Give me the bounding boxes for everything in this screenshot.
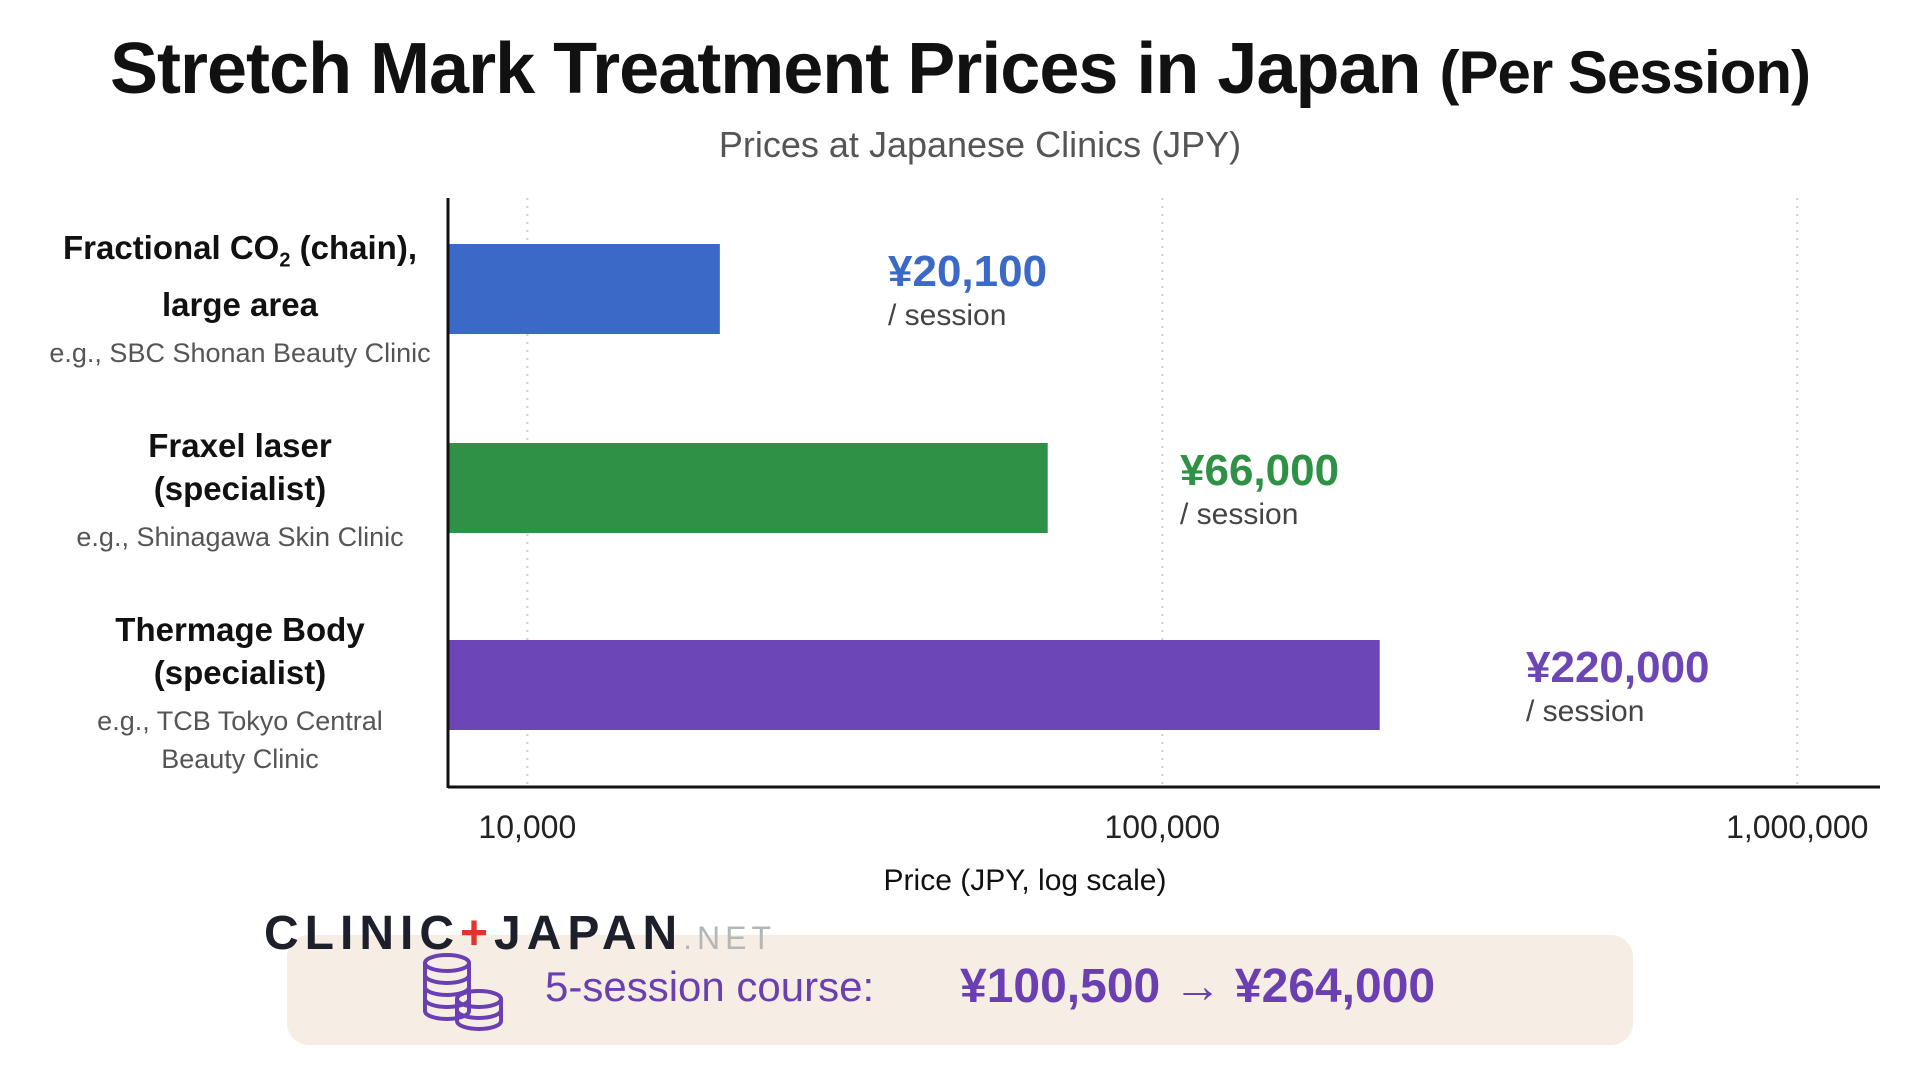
value-amount: ¥66,000 <box>1180 446 1340 495</box>
course-label: 5-session course: <box>545 963 875 1010</box>
x-tick-label: 10,000 <box>478 809 576 845</box>
chart-title-paren: (Per Session) <box>1439 39 1811 106</box>
logo-suffix: .NET <box>683 920 777 956</box>
chart-title-main: Stretch Mark Treatment Prices in Japan <box>109 29 1422 109</box>
course-price-banner: 5-session course: ¥100,500 → ¥264,000 <box>287 935 1633 1045</box>
category-example: e.g., TCB Tokyo Central Beauty Clinic <box>30 702 450 778</box>
category-label-thermage: Thermage Body (specialist) e.g., TCB Tok… <box>30 608 450 778</box>
value-label-fraxel: ¥66,000 / session <box>1180 447 1339 535</box>
category-name-line1: Thermage Body <box>115 611 365 648</box>
x-tick-label: 100,000 <box>1104 809 1220 845</box>
bar-chart: 10,000 100,000 1,000,000 Price (JPY, log sc… <box>446 198 1880 897</box>
value-amount: ¥220,000 <box>1526 643 1710 692</box>
category-name-line2: (specialist) <box>153 470 327 507</box>
category-label-fraxel: Fraxel laser (specialist) e.g., Shinagaw… <box>30 424 450 556</box>
category-name: Fractional CO2 (chain), large area <box>30 226 450 326</box>
value-label-thermage: ¥220,000 / session <box>1526 644 1710 732</box>
category-name-part: (chain), <box>290 229 417 266</box>
chart-title: Stretch Mark Treatment Prices in Japan (… <box>0 28 1920 110</box>
bar <box>448 244 720 334</box>
logo-part1: CLINIC <box>264 907 460 960</box>
clinic-japan-logo: CLINIC+JAPAN.NET <box>264 906 776 961</box>
bar <box>448 640 1380 730</box>
category-name: Fraxel laser (specialist) <box>30 424 450 510</box>
chart-subtitle: Prices at Japanese Clinics (JPY) <box>718 124 1242 165</box>
category-example-line1: e.g., TCB Tokyo Central <box>97 706 383 736</box>
category-name: Thermage Body (specialist) <box>30 608 450 694</box>
category-example-line2: Beauty Clinic <box>161 744 319 774</box>
category-example: e.g., Shinagawa Skin Clinic <box>76 522 404 552</box>
value-unit: / session <box>1526 695 1645 728</box>
x-axis-label: Price (JPY, log scale) <box>884 864 1167 897</box>
value-unit: / session <box>1180 498 1299 531</box>
x-tick-label: 1,000,000 <box>1726 809 1868 845</box>
category-name-part: Fractional CO <box>62 229 280 266</box>
value-label-fractional-co2: ¥20,100 / session <box>888 248 1047 336</box>
value-unit: / session <box>888 299 1007 332</box>
category-label-fractional-co2: Fractional CO2 (chain), large area e.g.,… <box>30 226 450 372</box>
logo-plus: + <box>459 907 495 960</box>
category-name-line2: (specialist) <box>153 654 327 691</box>
coins-icon <box>423 953 503 1031</box>
bar <box>448 443 1048 533</box>
category-name-line2: large area <box>162 285 318 323</box>
logo-part2: JAPAN <box>494 907 684 960</box>
category-example: e.g., SBC Shonan Beauty Clinic <box>49 337 431 368</box>
value-amount: ¥20,100 <box>888 247 1048 296</box>
category-name-subscript: 2 <box>279 249 291 272</box>
category-name-line1: Fraxel laser <box>148 427 332 464</box>
course-price-range: ¥100,500 → ¥264,000 <box>960 960 1436 1013</box>
